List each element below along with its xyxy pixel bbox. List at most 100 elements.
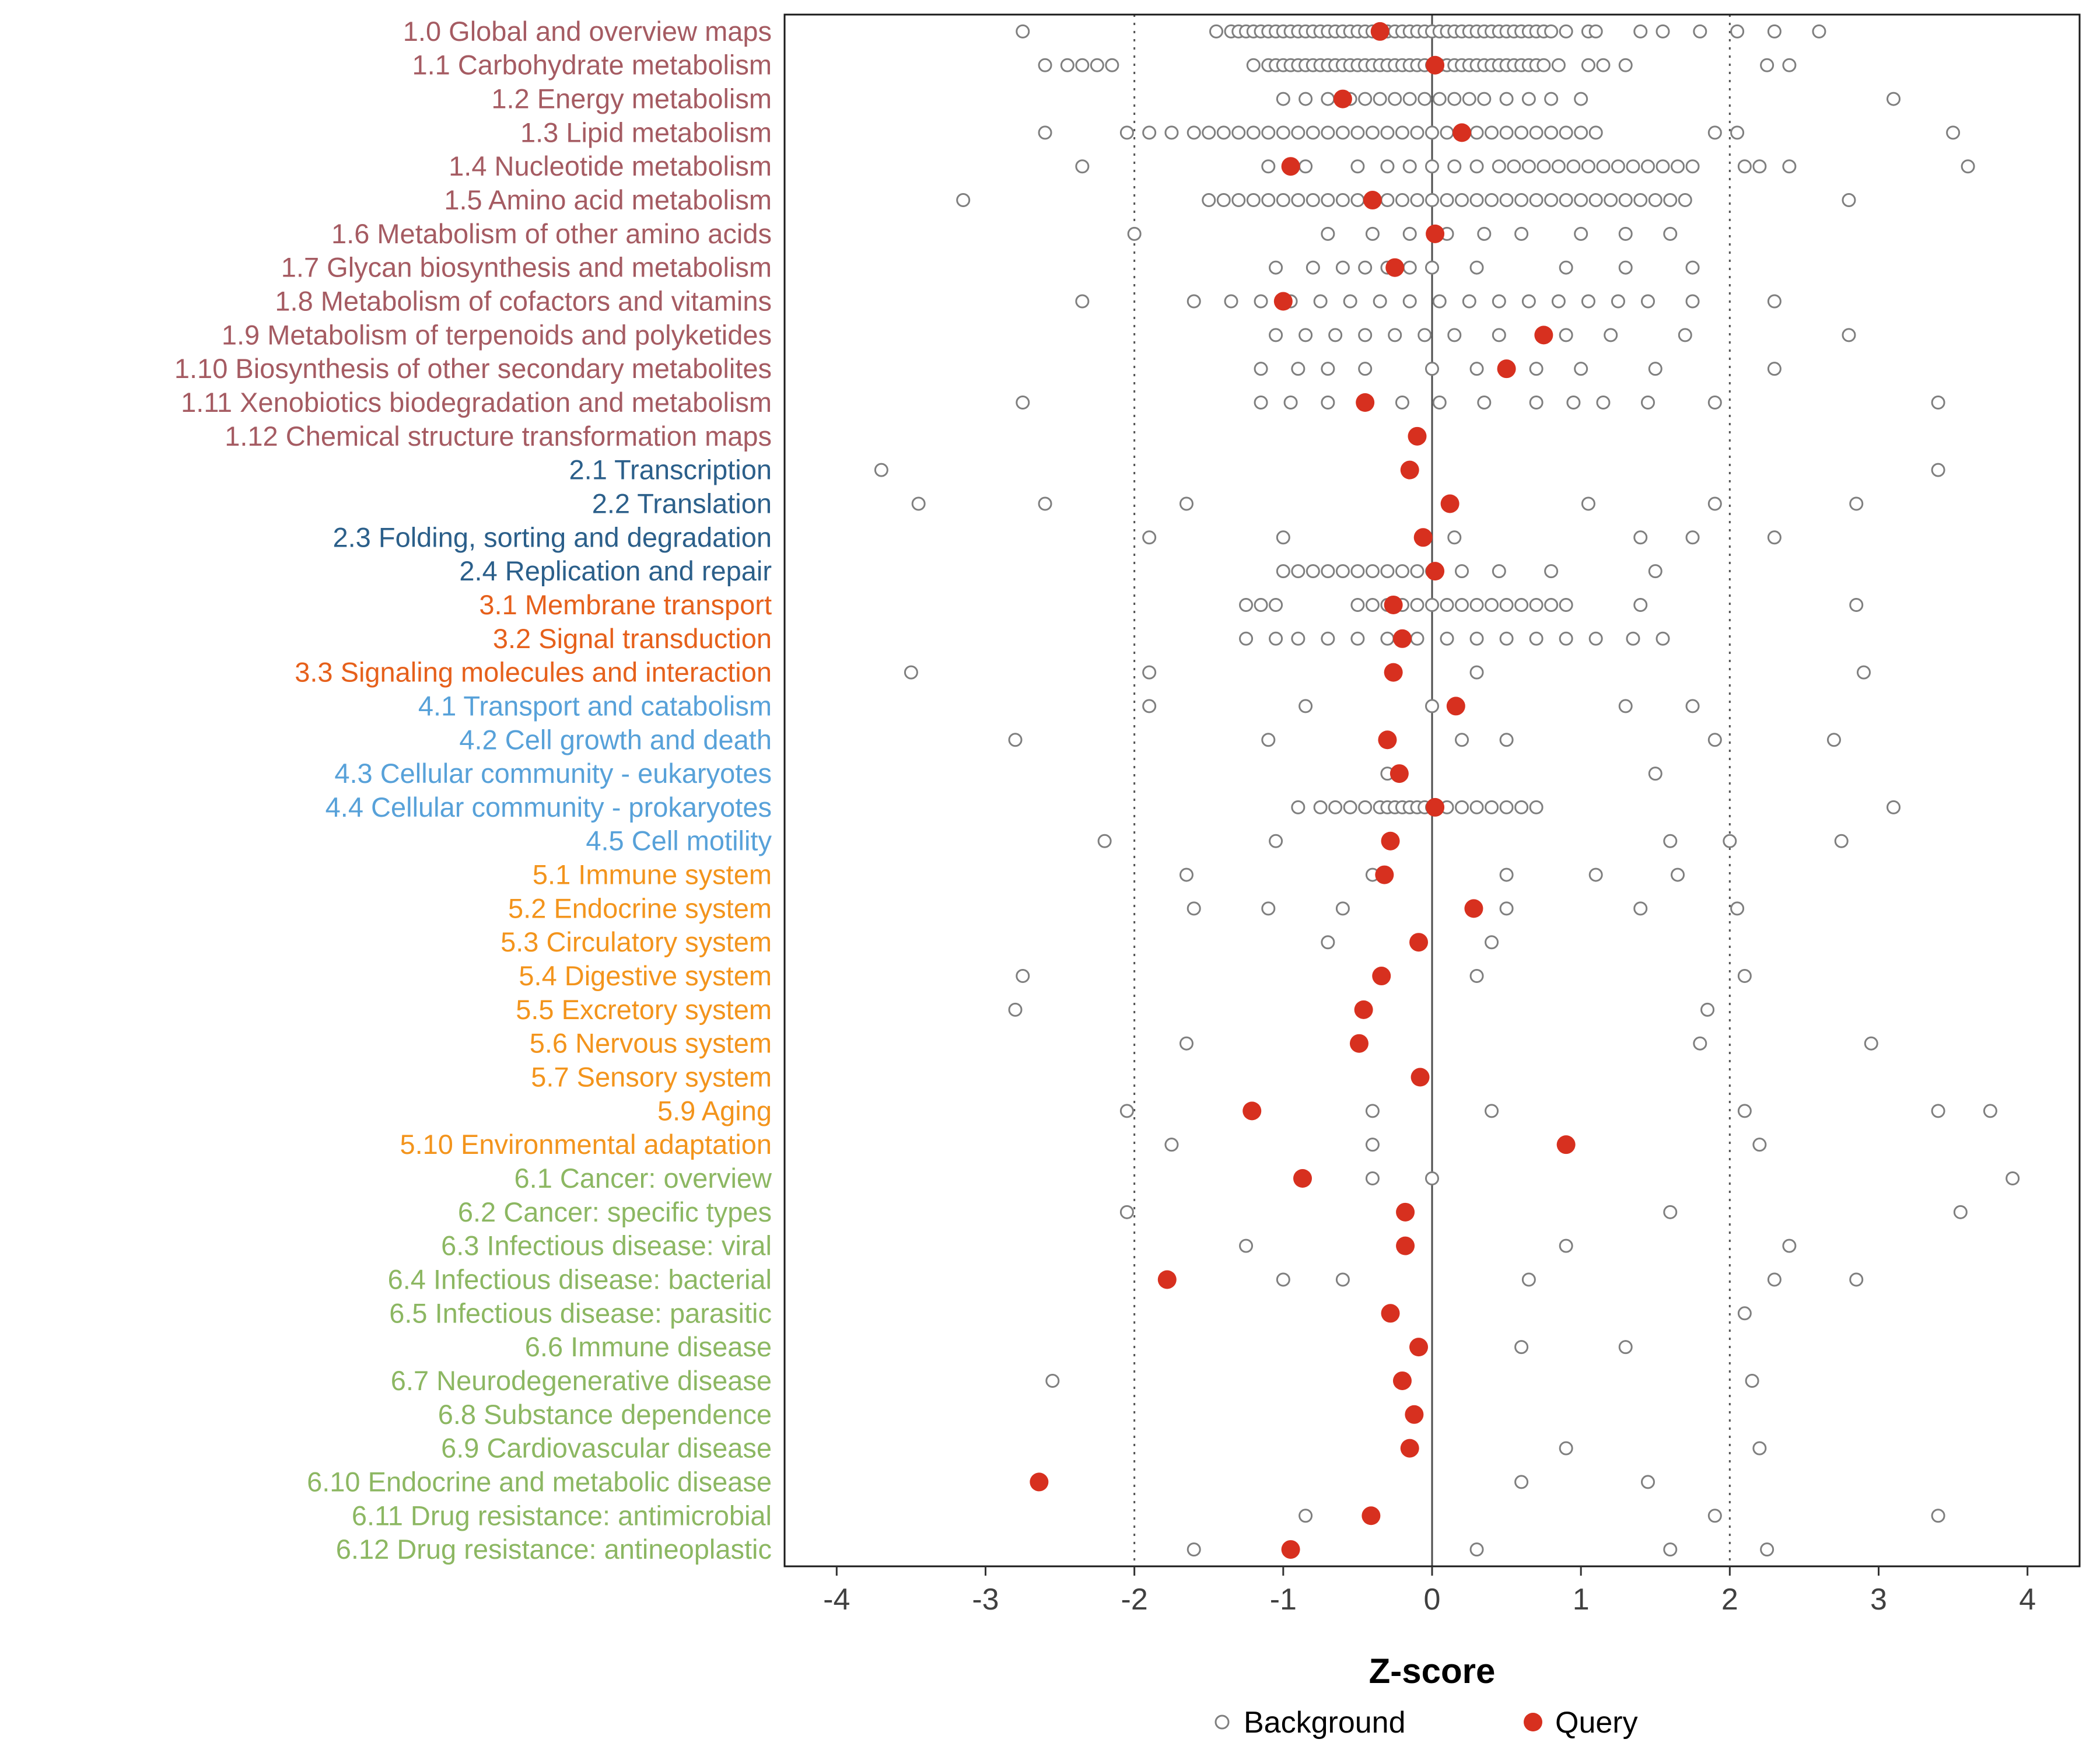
background-point[interactable] <box>1358 260 1373 275</box>
background-point[interactable] <box>1551 159 1566 174</box>
background-point[interactable] <box>1588 631 1603 646</box>
background-point[interactable] <box>1335 125 1350 140</box>
background-point[interactable] <box>1269 834 1283 848</box>
background-point[interactable] <box>1485 800 1499 814</box>
background-point[interactable] <box>1611 294 1625 309</box>
background-point[interactable] <box>1596 58 1611 72</box>
background-point[interactable] <box>1648 564 1662 579</box>
background-point[interactable] <box>1514 597 1529 612</box>
background-point[interactable] <box>1588 193 1603 208</box>
background-point[interactable] <box>1142 125 1157 140</box>
background-point[interactable] <box>1261 125 1276 140</box>
background-point[interactable] <box>1395 193 1409 208</box>
background-point[interactable] <box>1618 699 1633 713</box>
background-point[interactable] <box>1588 867 1603 882</box>
background-point[interactable] <box>1514 1475 1529 1489</box>
background-point[interactable] <box>1842 193 1856 208</box>
background-point[interactable] <box>1298 1509 1313 1523</box>
background-point[interactable] <box>1499 800 1514 814</box>
background-point[interactable] <box>1119 1205 1134 1219</box>
background-point[interactable] <box>1641 294 1655 309</box>
background-point[interactable] <box>1365 1171 1380 1185</box>
background-point[interactable] <box>1402 92 1417 106</box>
query-point[interactable] <box>1362 1506 1381 1525</box>
background-point[interactable] <box>1581 58 1595 72</box>
background-point[interactable] <box>1529 362 1544 376</box>
query-point[interactable] <box>1384 595 1403 614</box>
background-point[interactable] <box>1447 92 1462 106</box>
background-point[interactable] <box>1343 294 1357 309</box>
background-point[interactable] <box>1202 125 1216 140</box>
background-point[interactable] <box>1291 564 1306 579</box>
background-point[interactable] <box>1678 193 1692 208</box>
background-point[interactable] <box>1321 935 1335 950</box>
background-point[interactable] <box>1358 328 1373 342</box>
query-point[interactable] <box>1413 528 1433 547</box>
background-point[interactable] <box>1202 193 1216 208</box>
background-point[interactable] <box>874 463 888 477</box>
background-point[interactable] <box>1931 463 1945 477</box>
background-point[interactable] <box>1395 125 1409 140</box>
background-point[interactable] <box>1648 193 1662 208</box>
background-point[interactable] <box>1380 564 1395 579</box>
background-point[interactable] <box>1075 294 1090 309</box>
background-point[interactable] <box>1559 631 1573 646</box>
background-point[interactable] <box>1685 294 1700 309</box>
background-point[interactable] <box>1499 92 1514 106</box>
background-point[interactable] <box>1425 260 1439 275</box>
background-point[interactable] <box>1849 496 1864 511</box>
query-point[interactable] <box>1426 55 1445 75</box>
background-point[interactable] <box>1618 1340 1633 1355</box>
background-point[interactable] <box>1365 564 1380 579</box>
background-point[interactable] <box>1737 1306 1752 1321</box>
background-point[interactable] <box>1499 867 1514 882</box>
background-point[interactable] <box>1179 867 1194 882</box>
background-point[interactable] <box>1551 58 1566 72</box>
background-point[interactable] <box>1767 1272 1782 1287</box>
background-point[interactable] <box>1469 969 1484 984</box>
background-point[interactable] <box>1685 530 1700 545</box>
query-point[interactable] <box>1556 1135 1576 1154</box>
background-point[interactable] <box>1373 294 1387 309</box>
background-point[interactable] <box>1365 597 1380 612</box>
background-point[interactable] <box>1656 159 1670 174</box>
background-point[interactable] <box>1246 193 1261 208</box>
background-point[interactable] <box>1164 1138 1179 1152</box>
background-point[interactable] <box>2006 1171 2020 1185</box>
query-point[interactable] <box>1381 831 1400 851</box>
query-point[interactable] <box>1396 1236 1415 1255</box>
background-point[interactable] <box>1559 597 1573 612</box>
background-point[interactable] <box>1544 125 1559 140</box>
background-point[interactable] <box>1455 564 1469 579</box>
background-point[interactable] <box>1566 396 1581 410</box>
background-point[interactable] <box>1521 294 1536 309</box>
background-point[interactable] <box>1611 159 1625 174</box>
background-point[interactable] <box>1707 1509 1722 1523</box>
background-point[interactable] <box>1455 597 1469 612</box>
background-point[interactable] <box>1276 530 1290 545</box>
background-point[interactable] <box>1782 1238 1797 1253</box>
background-point[interactable] <box>1752 1441 1767 1455</box>
background-point[interactable] <box>1767 362 1782 376</box>
background-point[interactable] <box>904 665 918 680</box>
background-point[interactable] <box>1566 159 1581 174</box>
query-point[interactable] <box>1375 865 1394 884</box>
legend-query-marker-icon[interactable] <box>1524 1713 1542 1731</box>
background-point[interactable] <box>1574 226 1588 241</box>
background-point[interactable] <box>1514 193 1529 208</box>
background-point[interactable] <box>1045 1373 1060 1388</box>
background-point[interactable] <box>1618 260 1633 275</box>
background-point[interactable] <box>1760 1542 1774 1557</box>
background-point[interactable] <box>1209 24 1223 39</box>
background-point[interactable] <box>1239 1238 1254 1253</box>
background-point[interactable] <box>1186 901 1201 916</box>
background-point[interactable] <box>1447 530 1462 545</box>
background-point[interactable] <box>1946 125 1961 140</box>
background-point[interactable] <box>1604 193 1618 208</box>
background-point[interactable] <box>1432 294 1447 309</box>
background-point[interactable] <box>1641 1475 1655 1489</box>
background-point[interactable] <box>1291 125 1306 140</box>
background-point[interactable] <box>1663 226 1678 241</box>
background-point[interactable] <box>1038 58 1052 72</box>
background-point[interactable] <box>1953 1205 1968 1219</box>
